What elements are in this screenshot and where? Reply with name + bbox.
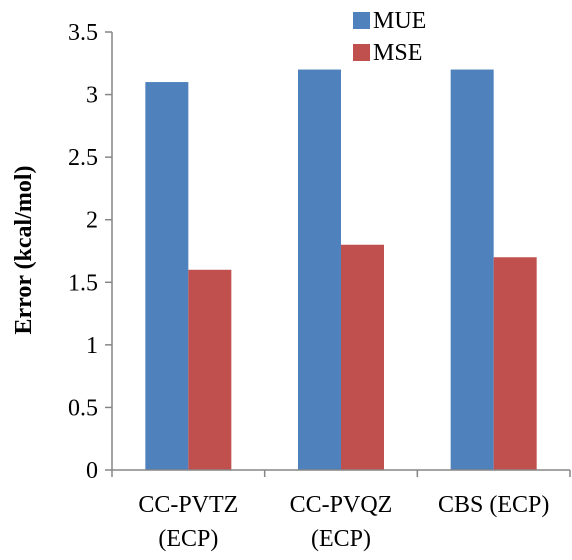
legend-label-mue: MUE xyxy=(373,8,426,34)
x-category-label: (ECP) xyxy=(311,526,371,552)
legend: MUE MSE xyxy=(353,8,426,66)
legend-label-mse: MSE xyxy=(373,40,422,66)
bar-mue-0 xyxy=(145,82,189,471)
y-tick-label: 0 xyxy=(86,458,98,484)
x-category-label: CC-PVQZ xyxy=(290,492,393,518)
y-tick-label: 2.5 xyxy=(68,145,98,171)
y-tick-label: 2 xyxy=(86,208,98,234)
bar-mue-2 xyxy=(450,69,494,471)
y-axis-title: Error (kcal/mol) xyxy=(11,165,37,334)
bar-mse-2 xyxy=(493,257,537,470)
y-tick-label: 0.5 xyxy=(68,395,98,421)
bar-mse-1 xyxy=(341,244,384,470)
y-tick-label: 3.5 xyxy=(68,20,98,46)
bar-mse-0 xyxy=(188,269,232,470)
y-tick-label: 3 xyxy=(86,83,98,109)
bars-group xyxy=(145,69,537,471)
legend-swatch-mse xyxy=(353,44,370,61)
x-category-label: (ECP) xyxy=(158,526,218,552)
x-category-label: CC-PVTZ xyxy=(138,492,238,518)
bar-mue-1 xyxy=(298,69,341,471)
y-tick-label: 1 xyxy=(86,333,98,359)
legend-swatch-mue xyxy=(353,12,370,29)
axes-group: 0 0.5 1 1.5 2 2.5 3 3.5 CC-PVTZ (ECP) CC-PVQZ (ECP)… xyxy=(68,20,571,552)
x-category-label: CBS (ECP) xyxy=(438,492,549,518)
y-tick-label: 1.5 xyxy=(68,270,98,296)
